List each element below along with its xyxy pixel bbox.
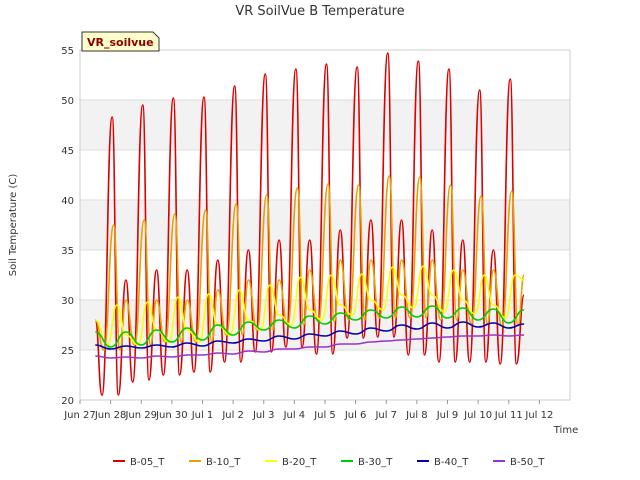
- y-axis-title: Soil Temperature (C): [8, 174, 19, 277]
- x-tick-label: Jul 3: [252, 410, 275, 421]
- site-label: VR_soilvue: [87, 36, 154, 49]
- x-tick-label: Jun 27: [63, 410, 96, 421]
- x-tick-label: Jul 1: [191, 410, 214, 421]
- x-tick-label: Jul 12: [524, 410, 553, 421]
- series-line-b-20_t: [94, 265, 525, 346]
- x-tick-label: Jul 4: [283, 410, 306, 421]
- series-line-b-50_t: [95, 334, 525, 359]
- series-line-b-30_t: [95, 305, 525, 348]
- y-tick-label: 50: [61, 96, 74, 107]
- x-axis-title: Time: [553, 425, 578, 436]
- x-tick-label: Jul 9: [436, 410, 459, 421]
- x-tick-label: Jun 30: [155, 410, 188, 421]
- x-tick-label: Jul 2: [221, 410, 244, 421]
- x-tick-labels: Jun 27 Jun 28 Jun 29 Jun 30 Jul 1 Jul 2 Jul 3 J…: [63, 400, 553, 421]
- legend-label-b-40_t: B-40_T: [434, 457, 469, 468]
- x-tick-label: Jul 8: [405, 410, 428, 421]
- legend-label-b-10_t: B-10_T: [206, 457, 241, 468]
- y-tick-label: 30: [61, 296, 74, 307]
- x-tick-label: Jun 29: [124, 410, 157, 421]
- series-line-b-05_t: [94, 52, 525, 396]
- legend: B-05_T B-10_T B-20_T B-30_T B-40_T B-50_T: [113, 457, 545, 468]
- background-band: [80, 100, 570, 150]
- y-tick-label: 35: [61, 246, 74, 257]
- legend-label-b-30_t: B-30_T: [358, 457, 393, 468]
- x-tick-label: Jul 6: [344, 410, 367, 421]
- x-tick-label: Jul 10: [463, 410, 492, 421]
- y-tick-label: 45: [61, 146, 74, 157]
- y-tick-label: 55: [61, 46, 74, 57]
- y-tick-labels: 20 25 30 35 40 45 50 55: [61, 46, 74, 407]
- site-label-box: VR_soilvue: [81, 31, 160, 52]
- y-tick-label: 20: [61, 396, 74, 407]
- series-line-b-40_t: [95, 321, 525, 350]
- x-tick-label: Jul 11: [494, 410, 523, 421]
- x-tick-label: Jul 5: [313, 410, 336, 421]
- site-label-background: [81, 31, 160, 52]
- y-tick-label: 40: [61, 196, 74, 207]
- x-tick-label: Jun 28: [94, 410, 127, 421]
- legend-label-b-50_t: B-50_T: [510, 457, 545, 468]
- legend-label-b-20_t: B-20_T: [282, 457, 317, 468]
- legend-label-b-05_t: B-05_T: [130, 457, 165, 468]
- chart-title: VR SoilVue B Temperature: [235, 4, 404, 19]
- y-tick-label: 25: [61, 346, 74, 357]
- series-layer: [94, 52, 525, 396]
- x-tick-label: Jul 7: [374, 410, 397, 421]
